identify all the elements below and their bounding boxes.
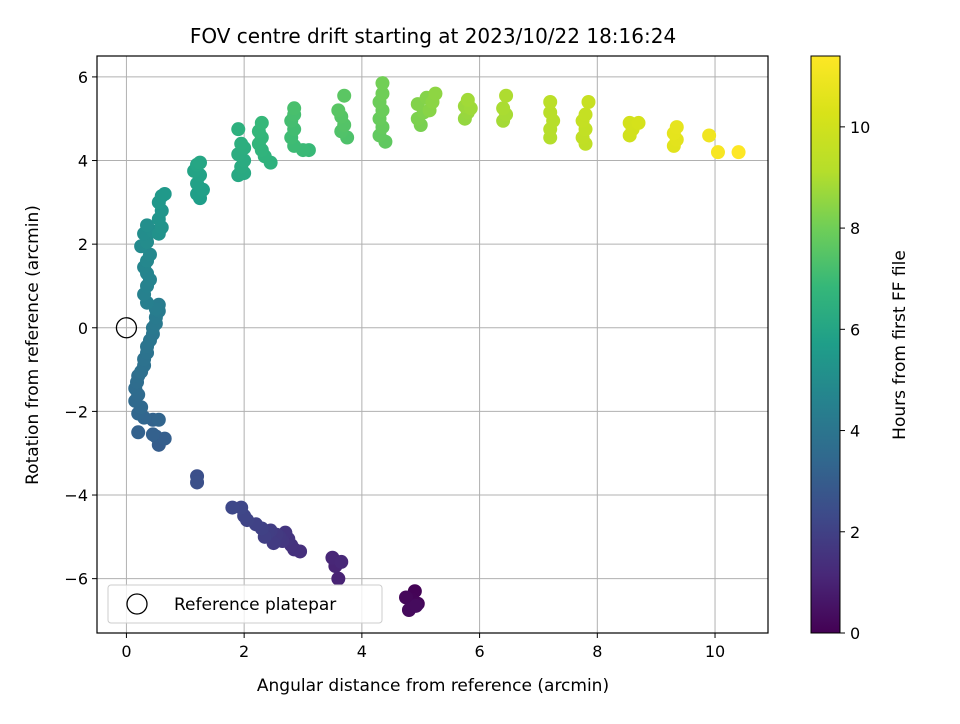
y-tick-label: 6 [78,68,88,87]
legend-reference-marker [126,593,148,615]
data-point [702,128,717,143]
legend-box [107,584,383,624]
data-point [710,145,725,160]
data-point [409,598,424,613]
data-point [496,101,511,116]
y-axis-ticks: −6 −4 −2 0 2 4 6 [64,68,97,589]
data-point [334,554,349,569]
data-point [131,425,146,440]
data-point [337,88,352,103]
x-axis-label: Angular distance from reference (arcmin) [257,676,609,696]
y-tick-label: 0 [78,319,88,338]
data-point [151,412,166,427]
colorbar-gradient [810,55,841,634]
data-point [375,76,390,91]
data-point [225,500,240,515]
data-point [190,475,205,490]
grid-lines [97,56,768,633]
data-point [193,155,208,170]
reference-point [115,317,138,339]
data-point [731,145,746,160]
data-point [499,88,514,103]
colorbar-tick-label: 2 [850,523,860,542]
colorbar-tick-label: 8 [850,219,860,238]
data-point [581,94,596,109]
data-point [428,86,443,101]
data-point [543,94,558,109]
data-point [231,122,246,137]
data-point [145,427,160,442]
colorbar-label: Hours from first FF file [890,250,910,440]
data-point [157,431,172,446]
reference-marker [115,317,138,339]
colorbar-tick-label: 0 [850,624,860,643]
data-point [331,103,346,118]
legend-entry-reference: Reference platepar [174,595,336,615]
colorbar-tick-label: 4 [850,422,860,441]
data-point [331,571,346,586]
y-tick-label: −4 [64,486,88,505]
y-tick-label: −2 [64,402,88,421]
colorbar: 0 2 4 6 8 10 Hours from first FF file [810,55,910,643]
data-point [375,86,390,101]
data-point [543,105,558,120]
chart-title: FOV centre drift starting at 2023/10/22 … [190,24,676,48]
data-point [287,101,302,116]
x-tick-label: 8 [592,642,602,661]
data-point [234,136,249,151]
y-tick-label: −6 [64,570,88,589]
y-tick-label: 2 [78,235,88,254]
y-axis-label: Rotation from reference (arcmin) [23,205,43,485]
data-point [578,107,593,122]
colorbar-tick-label: 10 [850,118,870,137]
x-tick-label: 0 [121,642,131,661]
x-tick-label: 6 [474,642,484,661]
legend: Reference platepar [107,584,383,624]
colorbar-tick-label: 6 [850,320,860,339]
data-point [460,92,475,107]
data-points [128,76,746,618]
data-point [254,115,269,130]
colorbar-ticks: 0 2 4 6 8 10 [840,118,870,643]
x-tick-label: 10 [705,642,725,661]
data-point [142,247,157,262]
x-tick-label: 4 [357,642,367,661]
y-tick-label: 4 [78,152,88,171]
x-axis-ticks: 0 2 4 6 8 10 [121,633,725,661]
data-point [140,218,155,233]
plot-frame [96,55,769,634]
x-tick-label: 2 [239,642,249,661]
data-point [399,590,414,605]
data-point [631,115,646,130]
data-point [669,120,684,135]
data-point [157,186,172,201]
